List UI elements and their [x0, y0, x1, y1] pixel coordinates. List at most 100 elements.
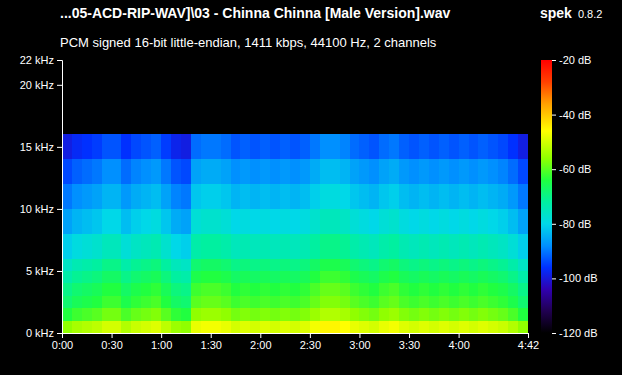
heatmap-cell: [439, 234, 449, 259]
heatmap-cell: [320, 259, 330, 271]
heatmap-cell: [469, 234, 479, 259]
heatmap-cell: [290, 209, 300, 234]
heatmap-cell: [508, 60, 518, 134]
heatmap-cell: [171, 308, 181, 320]
heatmap-cell: [310, 296, 320, 308]
heatmap-cell: [211, 159, 221, 184]
tick-mark: [57, 60, 62, 61]
heatmap-cell: [310, 134, 320, 159]
heatmap-cell: [488, 283, 498, 295]
heatmap-cell: [82, 296, 92, 308]
heatmap-cell: [171, 159, 181, 184]
heatmap-cell: [419, 271, 429, 283]
axis-line: [57, 61, 63, 334]
heatmap-cell: [191, 259, 201, 271]
tick: 4:42: [518, 333, 539, 351]
heatmap-cell: [92, 308, 102, 320]
heatmap-cell: [102, 184, 112, 209]
heatmap-cell: [62, 134, 72, 159]
heatmap-cell: [112, 159, 122, 184]
heatmap-cell: [231, 234, 241, 259]
heatmap-cell: [161, 321, 171, 333]
heatmap-cell: [131, 159, 141, 184]
heatmap-cell: [310, 60, 320, 134]
heatmap-cell: [300, 296, 310, 308]
heatmap-cell: [151, 321, 161, 333]
heatmap-cell: [82, 134, 92, 159]
heatmap-cell: [240, 308, 250, 320]
heatmap-cell: [459, 259, 469, 271]
tick-mark: [57, 271, 62, 272]
heatmap-cell: [320, 159, 330, 184]
heatmap-cell: [112, 283, 122, 295]
tick: -40 dB: [552, 109, 591, 121]
heatmap-cell: [290, 308, 300, 320]
heatmap-cell: [369, 60, 379, 134]
heatmap-cell: [221, 184, 231, 209]
heatmap-cell: [469, 60, 479, 134]
heatmap-cell: [369, 234, 379, 259]
heatmap-cell: [240, 296, 250, 308]
heatmap-cell: [419, 134, 429, 159]
heatmap-cell: [320, 321, 330, 333]
heatmap-cell: [469, 283, 479, 295]
tick-mark: [359, 333, 360, 338]
tick: 5 kHz: [26, 265, 62, 277]
heatmap-cell: [201, 259, 211, 271]
heatmap-cell: [488, 234, 498, 259]
heatmap-cell: [469, 321, 479, 333]
tick: -80 dB: [552, 218, 591, 230]
heatmap-cell: [369, 308, 379, 320]
heatmap-cell: [102, 259, 112, 271]
heatmap-cell: [330, 296, 340, 308]
heatmap-cell: [141, 234, 151, 259]
heatmap-cell: [62, 308, 72, 320]
heatmap-cell: [439, 321, 449, 333]
tick: 0:00: [52, 333, 73, 351]
heatmap-cell: [310, 308, 320, 320]
heatmap-cell: [82, 184, 92, 209]
heatmap-cell: [330, 259, 340, 271]
heatmap-cell: [92, 184, 102, 209]
heatmap-cell: [112, 184, 122, 209]
heatmap-cell: [181, 296, 191, 308]
tick-label: 2:00: [250, 339, 271, 351]
heatmap-cell: [201, 159, 211, 184]
heatmap-cell: [419, 283, 429, 295]
heatmap-cell: [409, 159, 419, 184]
heatmap-cell: [112, 234, 122, 259]
heatmap-cell: [369, 184, 379, 209]
tick-mark: [161, 333, 162, 338]
heatmap-cell: [231, 209, 241, 234]
heatmap-cell: [399, 60, 409, 134]
heatmap-cell: [498, 209, 508, 234]
heatmap-cell: [280, 296, 290, 308]
tick-label: -100 dB: [559, 272, 598, 284]
heatmap-cell: [250, 259, 260, 271]
tick-mark: [57, 209, 62, 210]
heatmap-cell: [260, 296, 270, 308]
heatmap-cell: [131, 283, 141, 295]
heatmap-cell: [171, 234, 181, 259]
tick-label: 1:30: [201, 339, 222, 351]
heatmap-cell: [240, 259, 250, 271]
heatmap-cell: [131, 271, 141, 283]
heatmap-cell: [488, 159, 498, 184]
heatmap-cell: [340, 134, 350, 159]
heatmap-cell: [250, 134, 260, 159]
heatmap-cell: [231, 60, 241, 134]
heatmap-cell: [201, 134, 211, 159]
heatmap-cell: [330, 209, 340, 234]
heatmap-cell: [121, 283, 131, 295]
tick-label: 4:42: [518, 339, 539, 351]
tick: -100 dB: [552, 272, 598, 284]
heatmap-cell: [359, 308, 369, 320]
heatmap-cell: [102, 271, 112, 283]
heatmap-cell: [300, 234, 310, 259]
heatmap-cell: [141, 259, 151, 271]
heatmap-cell: [369, 209, 379, 234]
heatmap-cell: [340, 259, 350, 271]
heatmap-cell: [409, 134, 419, 159]
heatmap-cell: [250, 308, 260, 320]
heatmap-cell: [310, 209, 320, 234]
